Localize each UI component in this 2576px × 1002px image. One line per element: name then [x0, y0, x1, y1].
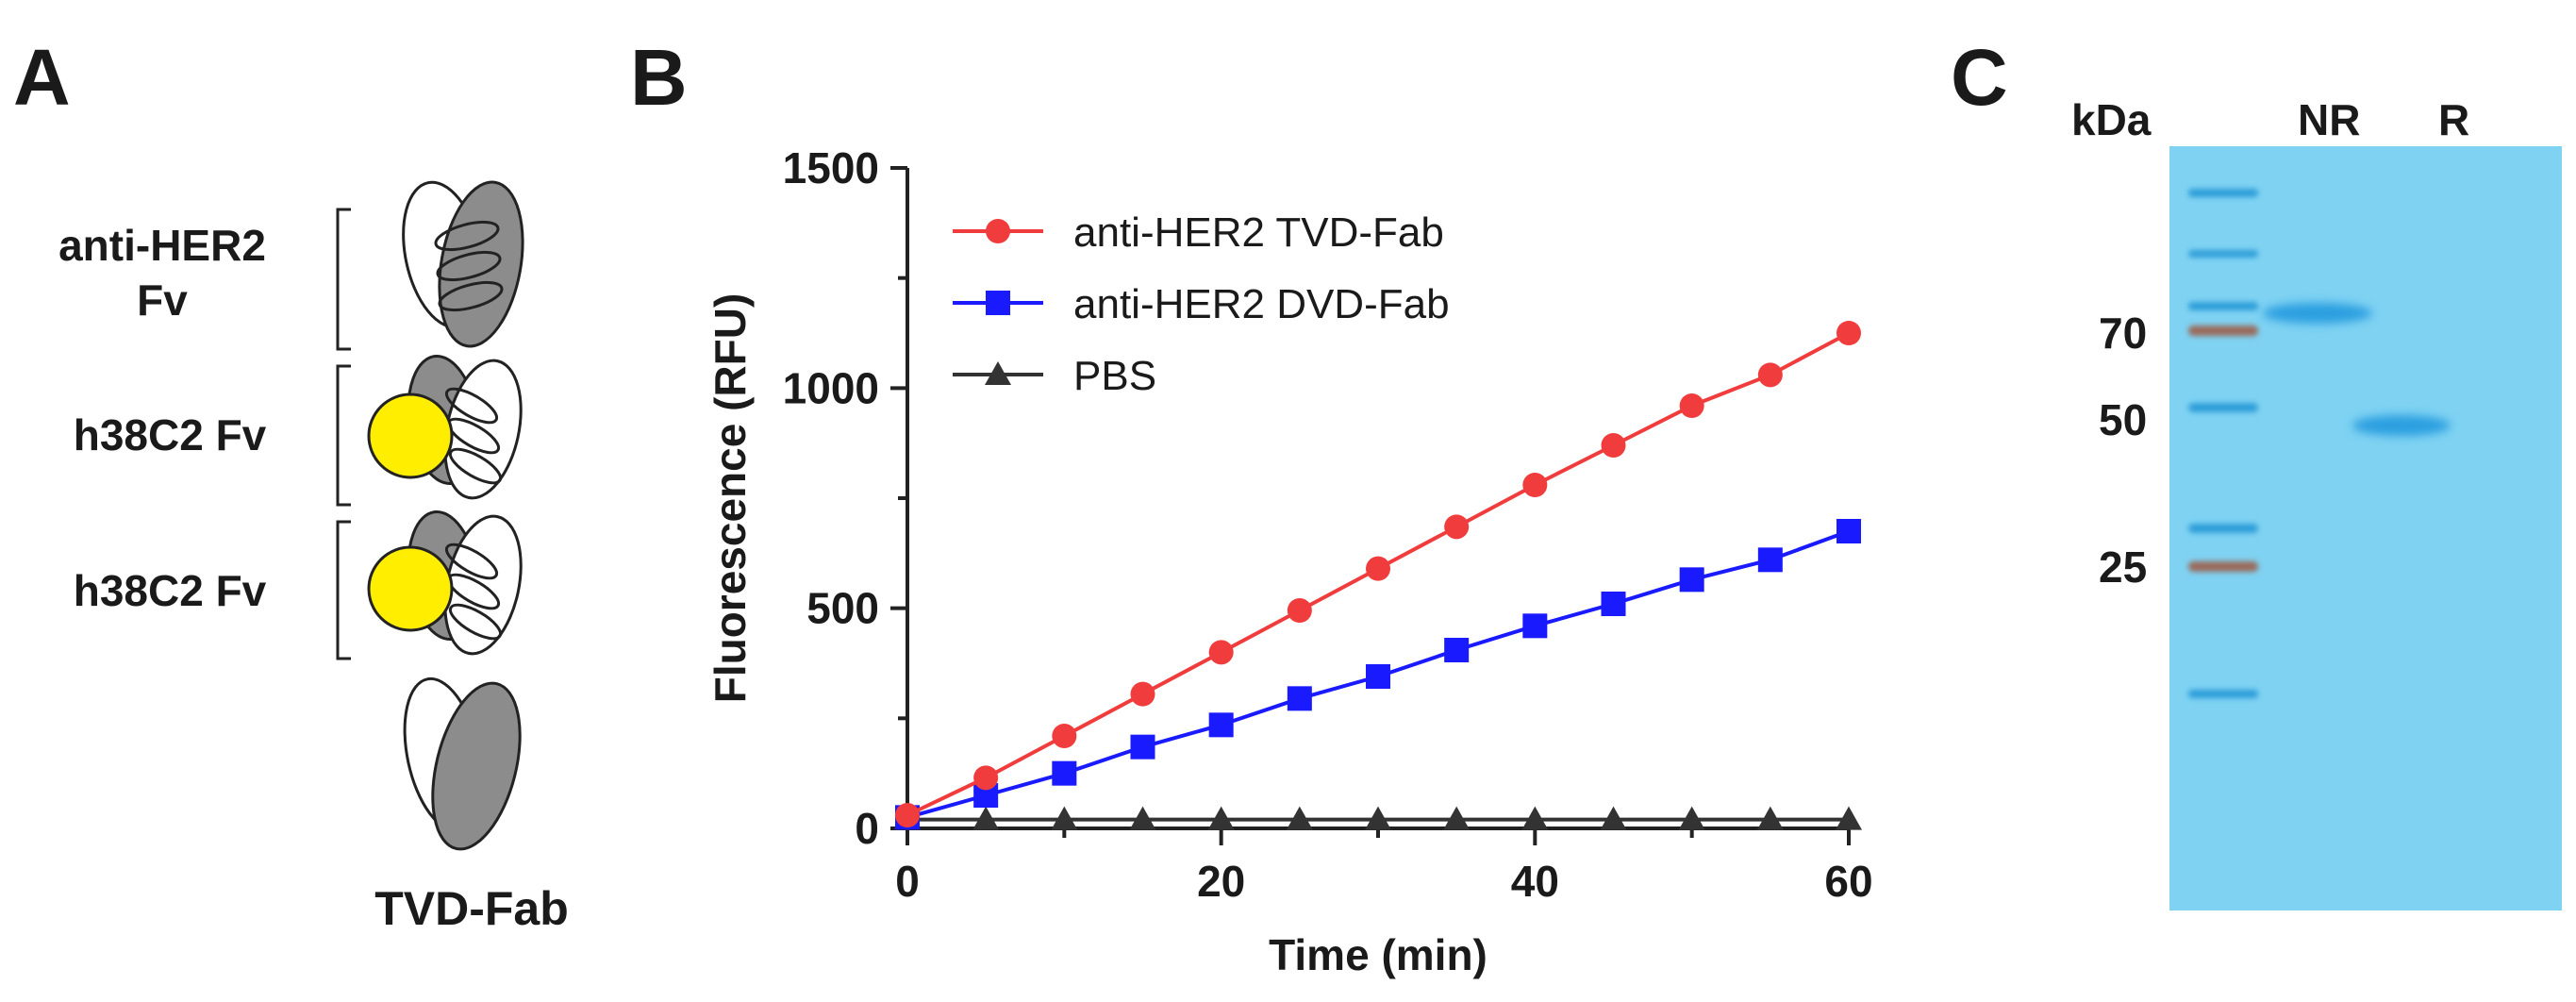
domain-grey-1	[438, 180, 524, 348]
tvd-fab-schematic	[336, 180, 524, 851]
data-point-anti-her2-tvd-fab	[1679, 393, 1704, 418]
bracket-anti-her2	[336, 208, 351, 351]
legend-marker-anti-her2-tvd-fab	[986, 219, 1010, 243]
ladder-band	[2188, 250, 2258, 258]
data-point-anti-her2-tvd-fab	[1444, 514, 1470, 540]
y-axis-label: Fluorescence (RFU)	[706, 293, 755, 704]
data-point-anti-her2-dvd-fab	[1208, 712, 1234, 738]
x-tick-label: 0	[895, 857, 920, 906]
data-point-anti-her2-tvd-fab	[895, 803, 920, 827]
data-point-pbs	[972, 806, 1000, 830]
data-point-anti-her2-tvd-fab	[1130, 681, 1155, 707]
panel-a-letter: A	[13, 33, 71, 122]
gel-marker-50: 50	[2099, 395, 2148, 444]
data-point-anti-her2-dvd-fab	[1287, 686, 1312, 711]
data-point-anti-her2-tvd-fab	[1366, 556, 1390, 581]
domain-grey-4	[431, 681, 522, 851]
y-tick-label: 0	[855, 804, 879, 853]
data-point-pbs	[1836, 806, 1862, 830]
h38c2-fv-label-bottom: h38C2 Fv	[73, 566, 267, 615]
gel-lane-r-label: R	[2438, 95, 2470, 144]
data-point-anti-her2-tvd-fab	[1208, 640, 1234, 665]
data-point-pbs	[1678, 806, 1705, 830]
data-point-pbs	[1365, 806, 1391, 830]
data-point-pbs	[1600, 806, 1627, 830]
data-point-pbs	[1443, 806, 1471, 830]
hapten-circle-top	[367, 392, 454, 479]
ladder-band	[2188, 302, 2258, 310]
legend-label-anti-her2-tvd-fab: anti-HER2 TVD-Fab	[1073, 209, 1444, 256]
band-nr	[2263, 303, 2372, 324]
data-point-anti-her2-tvd-fab	[1052, 724, 1077, 748]
sds-page-gel	[2169, 146, 2562, 910]
panel-b-letter: B	[630, 33, 688, 122]
x-tick-label: 40	[1511, 857, 1559, 906]
data-point-anti-her2-tvd-fab	[1522, 473, 1548, 497]
data-point-anti-her2-tvd-fab	[1757, 362, 1783, 388]
anti-her2-fv-label: anti-HER2 Fv	[21, 219, 304, 327]
data-point-pbs	[1051, 806, 1078, 830]
data-point-anti-her2-dvd-fab	[1757, 547, 1783, 573]
gel-kda-label: kDa	[2071, 95, 2152, 144]
legend-marker-anti-her2-dvd-fab	[986, 291, 1010, 315]
ladder-band	[2188, 524, 2258, 533]
legend-label-pbs: PBS	[1073, 353, 1156, 399]
y-tick-label: 1000	[783, 363, 879, 412]
bracket-h38c2-top	[336, 364, 351, 507]
data-point-anti-her2-dvd-fab	[1601, 592, 1626, 616]
ladder-band	[2188, 690, 2258, 698]
data-point-pbs	[1286, 806, 1313, 830]
x-tick-label: 60	[1824, 857, 1872, 906]
gel-lane-nr-label: NR	[2298, 95, 2361, 144]
data-point-pbs	[1207, 806, 1235, 830]
gel-marker-25: 25	[2099, 543, 2148, 592]
legend-label-anti-her2-dvd-fab: anti-HER2 DVD-Fab	[1073, 281, 1450, 327]
anti-her2-label-line2: Fv	[137, 275, 188, 325]
ladder-band-25	[2188, 561, 2258, 572]
ladder-band-50	[2188, 403, 2258, 412]
legend-marker-pbs	[985, 361, 1011, 385]
anti-her2-label-line1: anti-HER2	[58, 221, 266, 270]
data-point-pbs	[1129, 806, 1156, 830]
x-axis-label: Time (min)	[1269, 930, 1487, 979]
band-r	[2352, 415, 2451, 436]
data-point-pbs	[1521, 806, 1549, 830]
tvd-fab-caption: TVD-Fab	[374, 882, 569, 935]
data-point-anti-her2-dvd-fab	[1444, 638, 1470, 662]
h38c2-fv-label-top: h38C2 Fv	[73, 410, 267, 459]
data-point-anti-her2-dvd-fab	[1366, 664, 1390, 689]
data-point-anti-her2-tvd-fab	[1287, 598, 1312, 623]
data-point-anti-her2-tvd-fab	[1601, 433, 1626, 458]
data-point-anti-her2-dvd-fab	[1130, 734, 1155, 760]
data-point-anti-her2-tvd-fab	[1836, 321, 1861, 345]
data-point-anti-her2-tvd-fab	[973, 765, 999, 791]
fluorescence-chart: 0 500 1000 1500 0 20 40 60 Time (min) Fluorescenc…	[706, 143, 1873, 979]
data-point-anti-her2-dvd-fab	[1679, 567, 1704, 593]
hapten-circle-bottom	[367, 545, 454, 632]
panel-c-letter: C	[1951, 33, 2008, 122]
data-point-anti-her2-dvd-fab	[1052, 760, 1077, 786]
bracket-h38c2-bottom	[336, 520, 351, 660]
ladder-band	[2188, 189, 2258, 197]
data-point-anti-her2-dvd-fab	[1836, 519, 1861, 543]
data-point-pbs	[1756, 806, 1784, 830]
y-tick-label: 500	[806, 584, 879, 633]
data-point-anti-her2-dvd-fab	[1522, 613, 1548, 639]
y-tick-label: 1500	[783, 143, 879, 192]
x-tick-label: 20	[1197, 857, 1245, 906]
ladder-band-70	[2188, 326, 2258, 336]
gel-marker-70: 70	[2099, 309, 2148, 358]
